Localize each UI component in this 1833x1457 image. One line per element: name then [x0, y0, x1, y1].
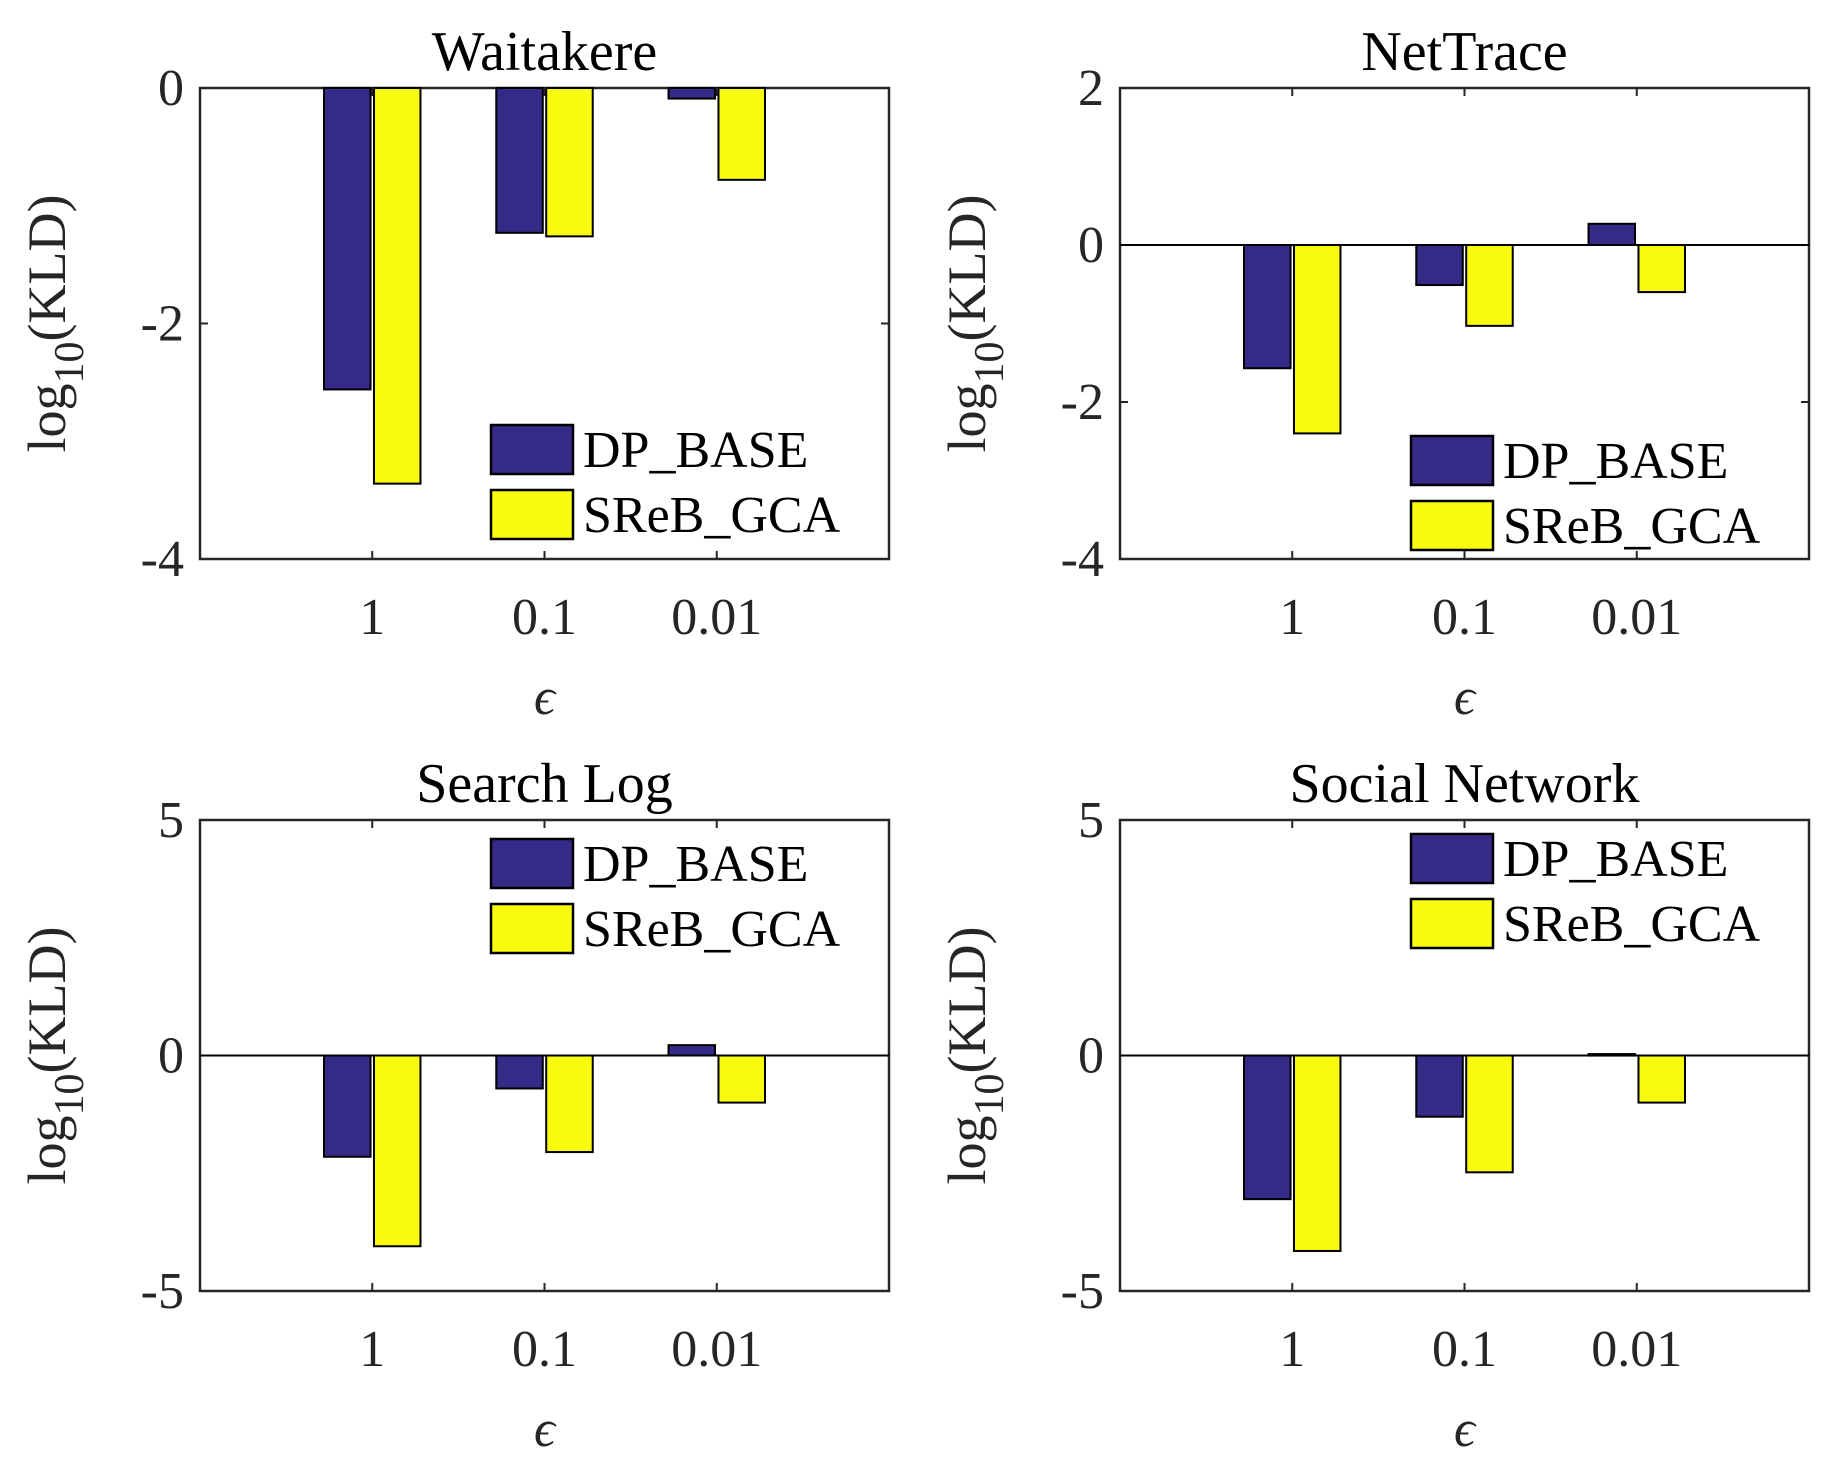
- subplot-social-network: Social Network 5 0 -5 1 0.1 0.01 ϵ log10(KLD) DP_…: [937, 753, 1811, 1457]
- bar-sreb-gca: [372, 1054, 422, 1248]
- bar-sreb-gca: [1637, 244, 1686, 294]
- x-axis-label: ϵ: [1454, 1401, 1477, 1457]
- y-tick-label: -4: [1061, 531, 1104, 588]
- legend: DP_BASE SReB_GCA: [1409, 831, 1761, 953]
- y-axis-label: log10(KLD): [17, 927, 93, 1185]
- x-tick-label: 1: [1279, 589, 1305, 646]
- y-tick-label: 0: [158, 60, 184, 117]
- bar-sreb-gca: [545, 87, 594, 238]
- y-tick-label: 0: [1078, 217, 1104, 274]
- bar-sreb-gca: [1465, 244, 1514, 327]
- legend-swatch-dp-base: [489, 837, 575, 890]
- y-axis-label: log10(KLD): [937, 927, 1013, 1185]
- y-tick-label: -2: [1061, 374, 1104, 431]
- y-tick-label: -5: [141, 1263, 184, 1320]
- y-axis-label-main: log: [937, 383, 997, 452]
- bar-sreb-gca: [1637, 1054, 1686, 1104]
- y-axis-label: log10(KLD): [17, 195, 93, 453]
- x-tick-label: 0.1: [1432, 1321, 1497, 1378]
- legend-swatch-dp-base: [1409, 832, 1495, 885]
- chart-title: Social Network: [1290, 753, 1640, 815]
- legend-swatch-sreb-gca: [1409, 897, 1495, 950]
- legend-swatch-dp-base: [1409, 434, 1495, 487]
- legend-swatch-sreb-gca: [1409, 499, 1495, 552]
- bar-dp-base: [667, 87, 717, 100]
- y-tick-label: -5: [1061, 1263, 1104, 1320]
- y-axis-label-rest: (KLD): [17, 927, 77, 1074]
- y-axis-label: log10(KLD): [937, 195, 1013, 453]
- bar-dp-base: [323, 1054, 372, 1158]
- bar-sreb-gca: [1465, 1054, 1514, 1174]
- legend: DP_BASE SReB_GCA: [489, 422, 841, 544]
- x-tick-label: 1: [359, 1321, 385, 1378]
- x-axis-label: ϵ: [534, 1401, 557, 1457]
- x-axis-label: ϵ: [534, 669, 557, 726]
- y-axis-label-main: log: [17, 383, 77, 452]
- x-tick-label: 1: [1279, 1321, 1305, 1378]
- bar-dp-base: [1415, 244, 1464, 287]
- legend-label: SReB_GCA: [583, 487, 841, 544]
- bar-sreb-gca: [1292, 244, 1342, 435]
- y-axis-label-rest: (KLD): [937, 195, 997, 342]
- x-tick-label: 0.01: [671, 589, 762, 646]
- x-tick-label: 0.1: [512, 589, 577, 646]
- bar-dp-base: [495, 1054, 544, 1090]
- x-tick-label: 0.1: [1432, 589, 1497, 646]
- y-tick-label: -2: [141, 296, 184, 353]
- y-axis-label-main: log: [937, 1115, 997, 1184]
- bar-dp-base: [1415, 1054, 1464, 1118]
- y-axis-label-subscript: 10: [967, 1073, 1013, 1115]
- y-tick-label: 5: [158, 792, 184, 849]
- y-axis-label-subscript: 10: [967, 341, 1013, 383]
- legend: DP_BASE SReB_GCA: [1409, 433, 1761, 555]
- chart-title: Search Log: [416, 753, 673, 815]
- bar-sreb-gca: [717, 1054, 766, 1104]
- legend-label: SReB_GCA: [583, 901, 841, 958]
- bar-dp-base: [1587, 222, 1637, 246]
- bar-sreb-gca: [1292, 1054, 1342, 1252]
- subplot-waitakere: Waitakere 0 -2 -4 1 0.1 0.01 ϵ log10(KLD) DP_BASE…: [17, 21, 891, 726]
- y-tick-label: 2: [1078, 60, 1104, 117]
- y-axis-label-rest: (KLD): [17, 195, 77, 342]
- subplot-nettrace: NetTrace 2 0 -2 -4 1 0.1 0.01 ϵ log10(KLD) DP_BASE…: [937, 21, 1811, 726]
- y-axis-label-subscript: 10: [47, 1073, 93, 1115]
- legend-label: DP_BASE: [1503, 831, 1728, 888]
- chart-title: Waitakere: [432, 21, 658, 83]
- subplot-search-log: Search Log 5 0 -5 1 0.1 0.01 ϵ log10(KLD) DP_BASE…: [17, 753, 891, 1457]
- bar-dp-base: [323, 87, 372, 391]
- y-axis-label-subscript: 10: [47, 341, 93, 383]
- bar-dp-base: [1243, 244, 1292, 370]
- x-axis-label: ϵ: [1454, 669, 1477, 726]
- y-axis-label-rest: (KLD): [937, 927, 997, 1074]
- legend-label: DP_BASE: [583, 422, 808, 479]
- bar-dp-base: [495, 87, 544, 234]
- axes-box: [198, 86, 891, 561]
- legend-swatch-sreb-gca: [489, 488, 575, 541]
- y-tick-label: 5: [1078, 792, 1104, 849]
- x-tick-label: 0.01: [1591, 589, 1682, 646]
- y-tick-label: 0: [158, 1028, 184, 1085]
- y-axis-label-main: log: [17, 1115, 77, 1184]
- x-tick-label: 0.1: [512, 1321, 577, 1378]
- y-tick-label: 0: [1078, 1028, 1104, 1085]
- bar-dp-base: [1243, 1054, 1292, 1201]
- legend-label: DP_BASE: [1503, 433, 1728, 490]
- legend: DP_BASE SReB_GCA: [489, 836, 841, 958]
- bar-sreb-gca: [545, 1054, 594, 1154]
- chart-title: NetTrace: [1361, 21, 1567, 83]
- bar-dp-base: [1587, 1053, 1637, 1057]
- legend-swatch-sreb-gca: [489, 902, 575, 955]
- legend-label: SReB_GCA: [1503, 896, 1761, 953]
- legend-swatch-dp-base: [489, 423, 575, 476]
- bar-sreb-gca: [372, 87, 422, 485]
- bar-dp-base: [667, 1044, 717, 1057]
- bar-sreb-gca: [717, 87, 766, 181]
- legend-label: SReB_GCA: [1503, 498, 1761, 555]
- y-tick-label: -4: [141, 531, 184, 588]
- x-tick-label: 0.01: [1591, 1321, 1682, 1378]
- legend-label: DP_BASE: [583, 836, 808, 893]
- x-tick-label: 1: [359, 589, 385, 646]
- x-tick-label: 0.01: [671, 1321, 762, 1378]
